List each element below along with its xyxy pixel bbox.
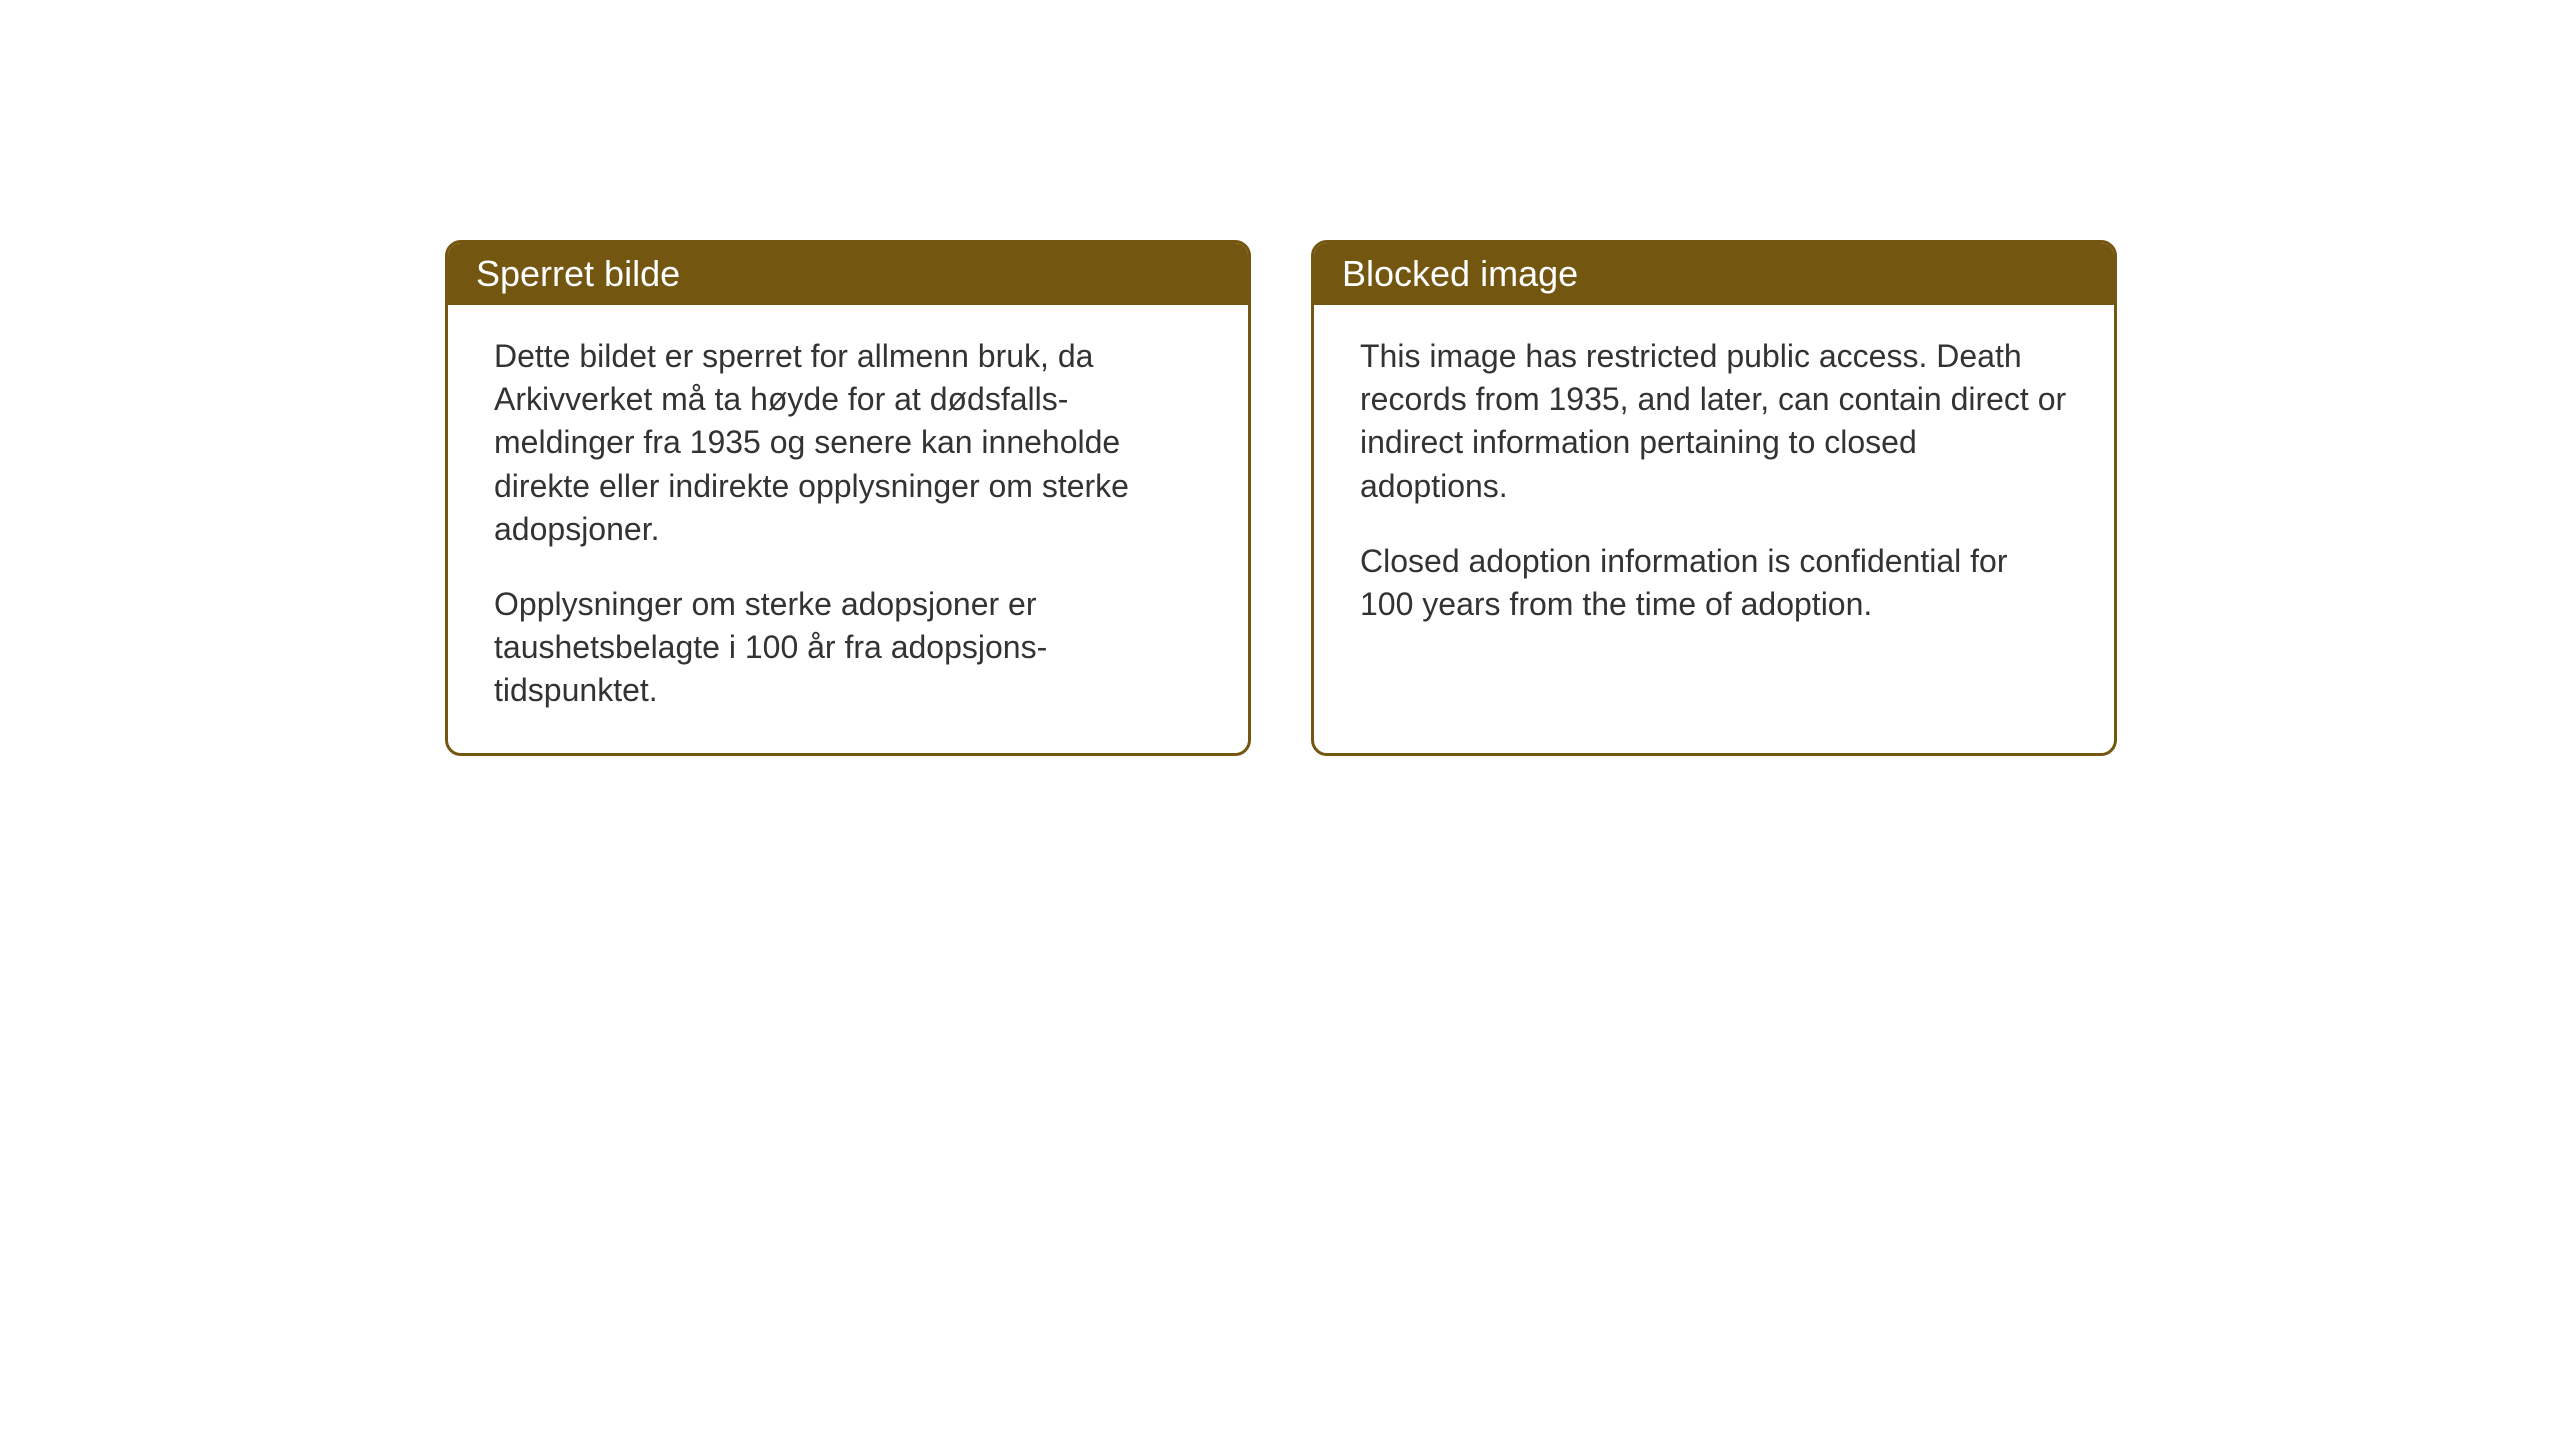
card-paragraph-norwegian-1: Dette bildet er sperret for allmenn bruk…: [494, 335, 1202, 551]
card-header-norwegian: Sperret bilde: [448, 243, 1248, 305]
card-title-norwegian: Sperret bilde: [476, 253, 680, 294]
card-paragraph-english-1: This image has restricted public access.…: [1360, 335, 2068, 508]
card-paragraph-english-2: Closed adoption information is confident…: [1360, 540, 2068, 626]
card-paragraph-norwegian-2: Opplysninger om sterke adopsjoner er tau…: [494, 583, 1202, 713]
notice-card-english: Blocked image This image has restricted …: [1311, 240, 2117, 756]
card-title-english: Blocked image: [1342, 253, 1578, 294]
card-body-english: This image has restricted public access.…: [1314, 305, 2114, 666]
notice-container: Sperret bilde Dette bildet er sperret fo…: [445, 240, 2117, 756]
card-header-english: Blocked image: [1314, 243, 2114, 305]
card-body-norwegian: Dette bildet er sperret for allmenn bruk…: [448, 305, 1248, 753]
notice-card-norwegian: Sperret bilde Dette bildet er sperret fo…: [445, 240, 1251, 756]
